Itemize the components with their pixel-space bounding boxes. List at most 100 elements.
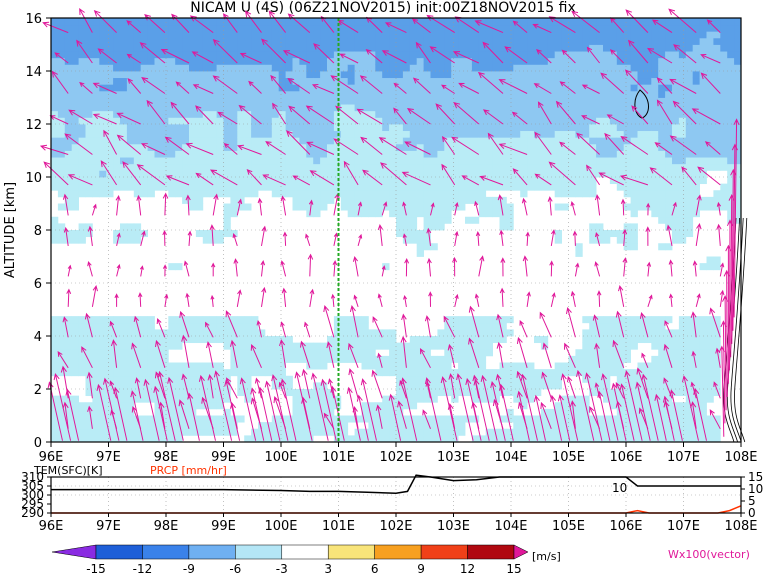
shade-cell <box>451 64 459 72</box>
shade-cell <box>57 329 66 337</box>
shade-cell <box>547 104 556 112</box>
shade-cell <box>313 71 321 79</box>
shade-cell <box>375 170 383 178</box>
shade-cell <box>154 428 162 436</box>
shade-cell <box>361 117 369 125</box>
shade-cell <box>685 130 694 138</box>
wind-vector <box>79 81 93 94</box>
shade-cell <box>389 355 397 363</box>
shade-cell <box>451 157 459 165</box>
shade-cell <box>285 18 293 26</box>
shade-cell <box>616 117 625 125</box>
shade-cell <box>713 143 721 151</box>
shade-cell <box>189 24 197 32</box>
shade-cell <box>258 57 266 65</box>
shade-cell <box>651 170 659 178</box>
shade-cell <box>244 355 252 363</box>
shade-cell <box>699 355 707 363</box>
shade-cell <box>133 37 142 45</box>
shade-cell <box>589 415 597 423</box>
shade-cell <box>237 104 245 112</box>
shade-cell <box>658 362 666 370</box>
shade-cell <box>582 170 590 178</box>
shade-cell <box>727 117 735 125</box>
shade-cell <box>520 71 528 79</box>
shade-cell <box>251 329 259 337</box>
shade-cell <box>85 382 93 390</box>
shade-cell <box>120 223 128 231</box>
shade-cell <box>444 110 452 118</box>
shade-cell <box>368 362 376 370</box>
shade-cell <box>665 336 673 344</box>
shade-cell <box>713 256 721 264</box>
shade-cell <box>209 329 217 337</box>
shade-cell <box>120 77 128 85</box>
shade-cell <box>168 428 176 436</box>
wind-vector <box>309 288 315 307</box>
shade-cell <box>354 316 362 324</box>
shade-cell <box>589 64 597 72</box>
shade-cell <box>437 382 445 390</box>
shade-cell <box>568 435 576 443</box>
shade-cell <box>727 190 735 198</box>
wind-vector <box>441 163 456 186</box>
shade-cell <box>396 422 404 430</box>
shade-cell <box>430 375 438 383</box>
shade-cell <box>175 375 183 383</box>
shade-cell <box>458 77 466 85</box>
shade-cell <box>644 37 652 45</box>
shade-cell <box>313 408 321 416</box>
shade-cell <box>699 362 707 370</box>
shade-cell <box>375 355 383 363</box>
shade-cell <box>113 137 121 145</box>
shade-cell <box>423 64 431 72</box>
wind-vector <box>561 49 576 64</box>
shade-cell <box>520 51 528 59</box>
wind-vector <box>656 99 673 125</box>
shade-cell <box>672 375 680 383</box>
shade-cell <box>409 349 418 357</box>
shade-cell <box>658 130 666 138</box>
shade-cell <box>651 163 659 171</box>
shade-cell <box>258 104 266 112</box>
shade-cell <box>513 57 521 65</box>
shade-cell <box>306 117 314 125</box>
shade-cell <box>540 51 549 59</box>
wind-vector <box>103 129 118 155</box>
shade-cell <box>51 230 59 238</box>
shade-cell <box>85 137 93 145</box>
shade-cell <box>313 143 321 151</box>
wind-vector <box>635 381 651 441</box>
shade-cell <box>320 402 328 410</box>
shade-cell <box>692 190 700 198</box>
shade-cell <box>623 230 631 238</box>
shade-cell <box>561 143 569 151</box>
shade-cell <box>278 369 286 377</box>
shade-cell <box>85 51 93 59</box>
shade-cell <box>699 196 707 204</box>
shade-cell <box>575 117 583 125</box>
wind-vector <box>339 53 359 64</box>
shade-cell <box>575 177 583 185</box>
shade-cell <box>223 163 231 171</box>
shade-cell <box>561 64 569 72</box>
shade-cell <box>189 177 197 185</box>
shade-cell <box>554 150 562 158</box>
wind-vector <box>424 315 431 338</box>
shade-cell <box>64 362 73 370</box>
shade-cell <box>313 97 321 105</box>
shade-cell <box>430 44 438 52</box>
shade-cell <box>430 157 438 165</box>
shade-cell <box>106 77 114 85</box>
shade-cell <box>85 183 93 191</box>
shade-cell <box>499 84 507 92</box>
shade-cell <box>347 322 355 330</box>
shade-cell <box>106 190 114 198</box>
shade-cell <box>278 183 286 191</box>
shade-cell <box>113 77 121 85</box>
shade-cell <box>596 117 604 125</box>
wind-vector <box>487 132 504 155</box>
shade-cell <box>471 24 480 32</box>
shade-cell <box>706 44 714 52</box>
shade-cell <box>133 349 142 357</box>
